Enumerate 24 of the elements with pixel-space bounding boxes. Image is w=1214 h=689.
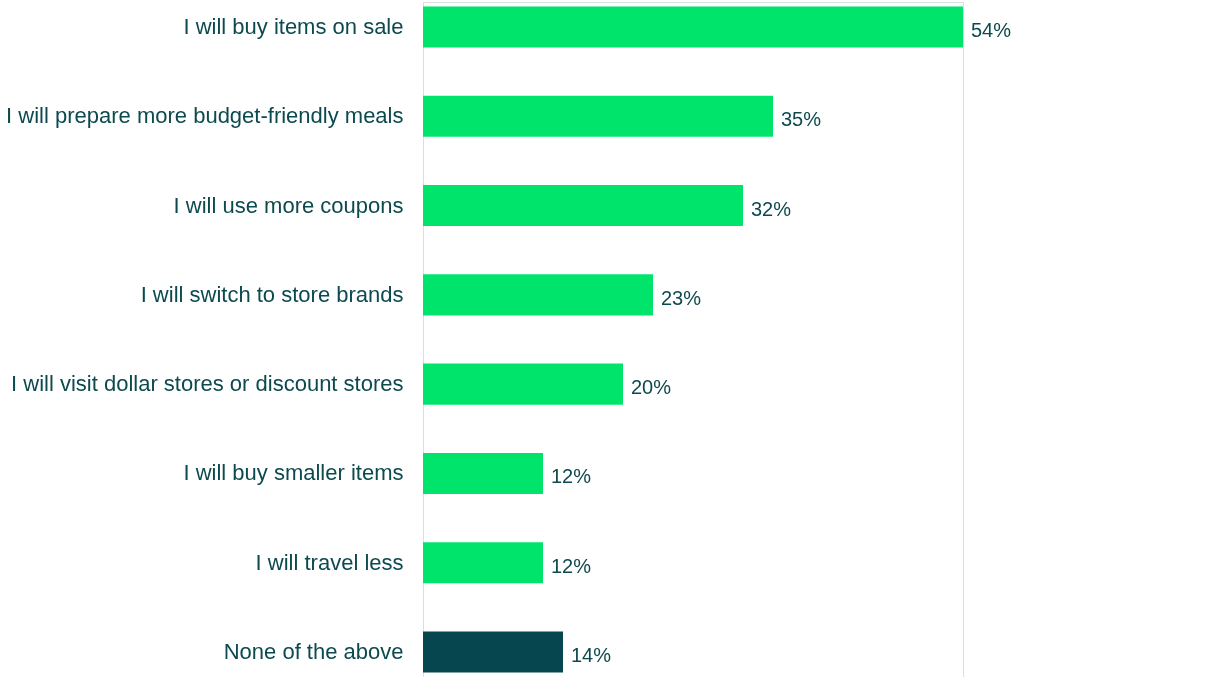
bar: [423, 6, 963, 48]
data-label: 12%: [551, 465, 592, 488]
y-tick-label: I will use more coupons: [173, 192, 404, 218]
data-label: 35%: [781, 108, 822, 131]
bar: [423, 274, 653, 316]
bar: [423, 542, 543, 584]
data-label: 32%: [751, 197, 792, 220]
y-tick-label: I will buy items on sale: [183, 14, 404, 39]
y-tick-label: I will visit dollar stores or discount stores: [11, 371, 404, 397]
bar: [423, 631, 563, 673]
y-tick-label: I will prepare more budget-friendly meals: [6, 103, 404, 129]
bar: [423, 452, 543, 494]
data-label: 54%: [971, 19, 1012, 41]
data-label: 20%: [631, 376, 672, 399]
bar: [423, 185, 743, 227]
bar: [423, 363, 623, 405]
y-tick-label: I will buy smaller items: [183, 460, 404, 486]
data-label: 23%: [661, 286, 702, 309]
data-label: 14%: [571, 644, 612, 666]
y-tick-label: None of the above: [223, 639, 404, 664]
y-tick-label: I will switch to store brands: [140, 281, 404, 307]
bar: [423, 95, 773, 137]
data-label: 12%: [551, 554, 592, 577]
y-tick-label: I will travel less: [255, 549, 404, 575]
